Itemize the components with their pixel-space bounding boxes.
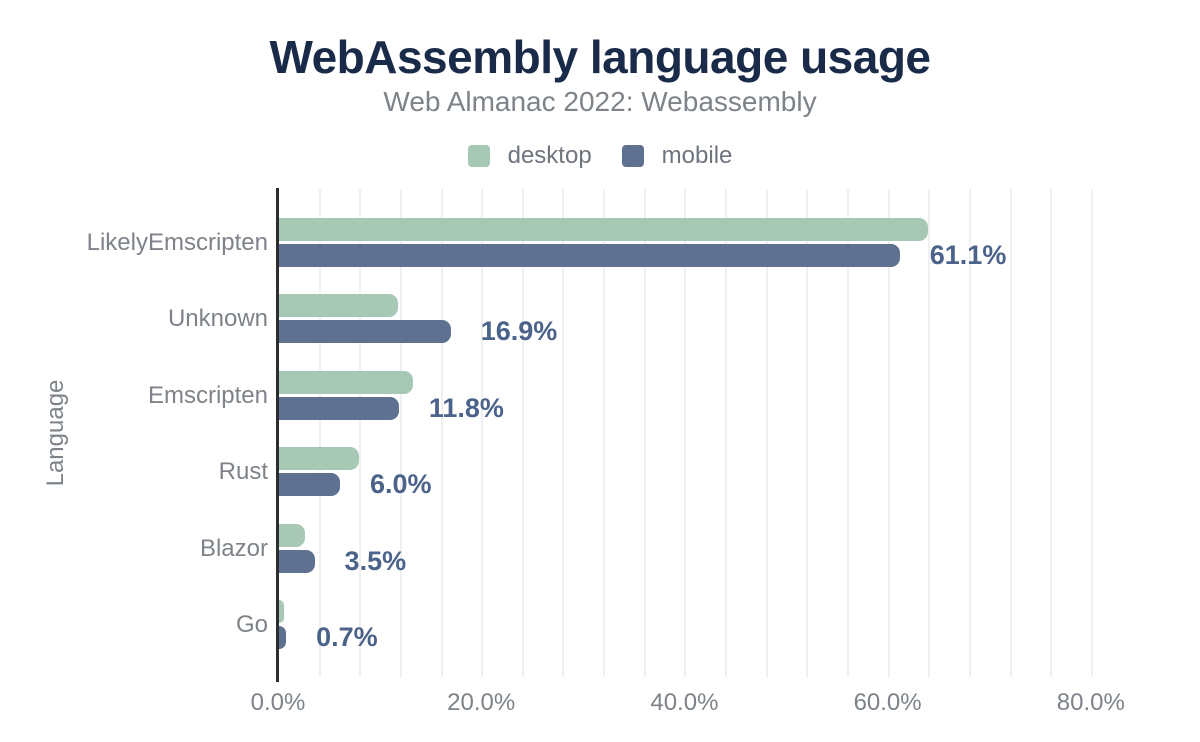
gridline <box>440 189 443 677</box>
gridline <box>846 189 849 677</box>
x-tick-label-200: 20.0% <box>447 689 516 716</box>
category-label-likelyemscripten: LikelyEmscripten <box>86 228 268 256</box>
value-label-blazor: 3.5% <box>344 546 407 576</box>
category-label-go: Go <box>235 610 268 638</box>
category-label-emscripten: Emscripten <box>147 381 268 409</box>
legend-item-desktop: desktop <box>467 142 592 170</box>
gridline <box>928 189 931 677</box>
gridline <box>765 189 768 677</box>
value-label-likelyemscripten: 61.1% <box>929 240 1007 270</box>
legend-item-mobile: mobile <box>621 142 733 170</box>
gridline <box>643 189 646 677</box>
bar-mobile-blazor[interactable] <box>279 550 315 573</box>
legend-label-desktop: desktop <box>507 142 592 169</box>
bar-mobile-go[interactable] <box>279 626 287 649</box>
bar-mobile-rust[interactable] <box>279 473 340 496</box>
y-axis-line <box>276 188 279 682</box>
gridline <box>562 189 565 677</box>
legend: desktop mobile <box>0 142 1200 170</box>
gridline <box>603 189 606 677</box>
gridline <box>1009 189 1012 677</box>
gridline <box>806 189 809 677</box>
x-tick-label-400: 40.0% <box>650 689 719 716</box>
bar-desktop-emscripten[interactable] <box>279 371 414 394</box>
x-tick-label-00: 0.0% <box>250 689 306 716</box>
gridline <box>887 189 890 677</box>
gridline <box>1050 189 1053 677</box>
bar-desktop-likelyemscripten[interactable] <box>279 218 929 241</box>
chart-title: WebAssembly language usage <box>269 31 931 83</box>
bar-mobile-emscripten[interactable] <box>279 397 399 420</box>
bar-desktop-rust[interactable] <box>279 447 360 470</box>
gridline <box>1090 189 1093 677</box>
bar-desktop-unknown[interactable] <box>279 294 398 317</box>
gridline <box>318 189 321 677</box>
y-axis-title: Language <box>42 379 69 487</box>
gridline <box>725 189 728 677</box>
legend-swatch-desktop <box>467 145 490 167</box>
category-label-blazor: Blazor <box>199 534 268 562</box>
bar-desktop-blazor[interactable] <box>279 524 306 547</box>
gridline <box>359 189 362 677</box>
legend-label-mobile: mobile <box>661 142 733 169</box>
value-label-emscripten: 11.8% <box>428 393 504 423</box>
bar-mobile-likelyemscripten[interactable] <box>279 244 900 267</box>
value-label-go: 0.7% <box>316 622 378 652</box>
gridline <box>968 189 971 677</box>
x-tick-label-600: 60.0% <box>853 689 922 716</box>
bar-mobile-unknown[interactable] <box>279 320 451 343</box>
category-label-rust: Rust <box>218 457 268 485</box>
bar-desktop-go[interactable] <box>279 600 285 623</box>
category-label-unknown: Unknown <box>167 304 268 332</box>
chart-subtitle: Web Almanac 2022: Webassembly <box>383 86 817 117</box>
gridline <box>481 189 484 677</box>
x-tick-label-800: 80.0% <box>1056 689 1125 716</box>
value-label-rust: 6.0% <box>369 469 432 499</box>
gridline <box>684 189 687 677</box>
value-label-unknown: 16.9% <box>480 316 558 346</box>
legend-swatch-mobile <box>621 145 644 167</box>
gridline <box>399 189 402 677</box>
gridline <box>521 189 524 677</box>
